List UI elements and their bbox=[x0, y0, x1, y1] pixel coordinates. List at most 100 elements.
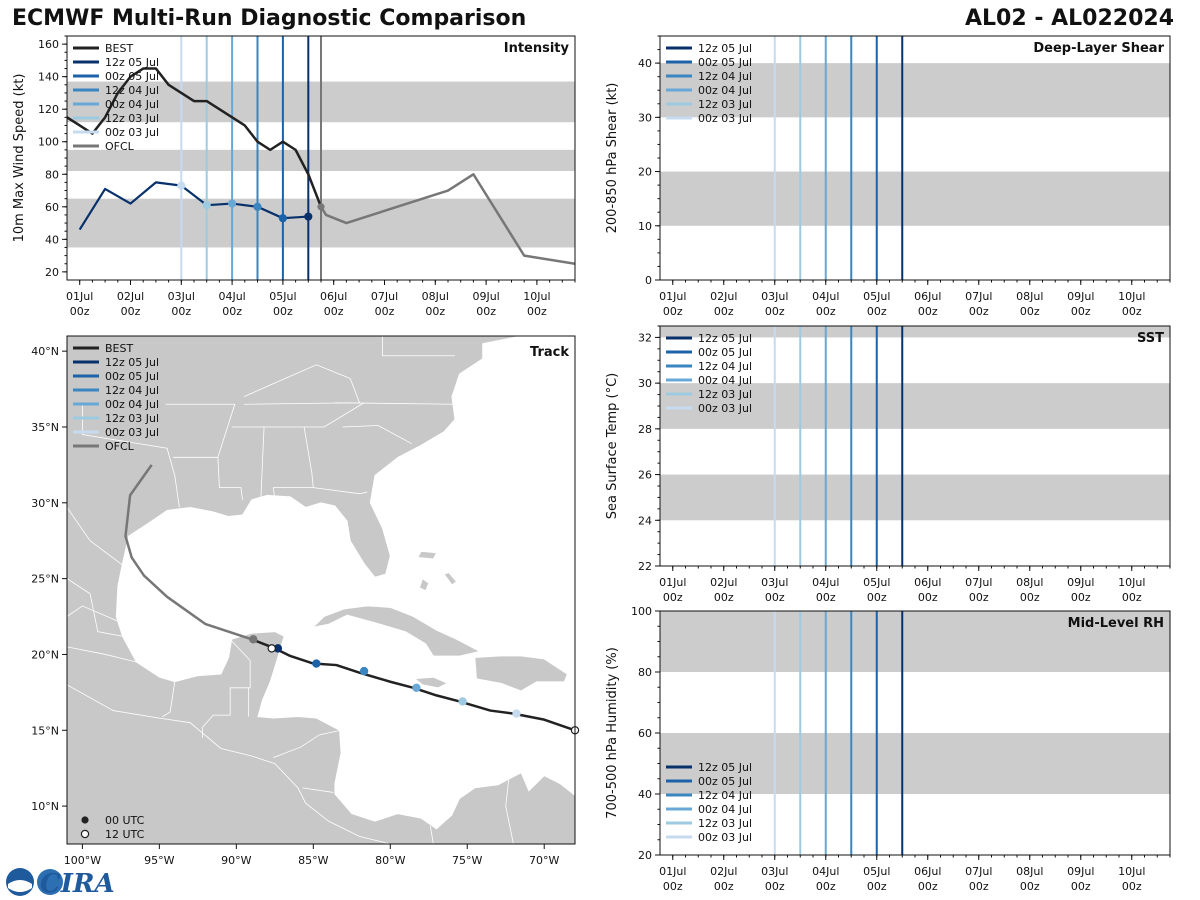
y-tick-label: 28 bbox=[638, 423, 652, 436]
track-marker-7 bbox=[267, 644, 276, 653]
x-tick-label: 07Jul bbox=[965, 865, 992, 878]
track-marker-3 bbox=[412, 683, 421, 693]
border-la-ms bbox=[217, 457, 243, 500]
series-line-ofcl bbox=[319, 173, 575, 265]
storm-id-title: AL02 - AL022024 bbox=[965, 6, 1174, 31]
x-tick-label: 07Jul bbox=[371, 290, 398, 303]
lat-tick-label: 35°N bbox=[31, 421, 59, 434]
x-tick-label: 06Jul bbox=[914, 576, 941, 589]
y-tick-label: 40 bbox=[638, 788, 652, 801]
y-axis-label: 10m Max Wind Speed (kt) bbox=[12, 74, 27, 243]
shaded-band-0 bbox=[660, 474, 1170, 521]
y-axis-label: 200-850 hPa Shear (kt) bbox=[605, 83, 620, 234]
y-tick-label: 160 bbox=[38, 38, 59, 51]
land-bahamas-3 bbox=[443, 572, 458, 586]
legend-label-4: 12z 03 Jul bbox=[698, 98, 752, 111]
x-tick-hour: 00z bbox=[969, 591, 989, 604]
noaa-wave-icon bbox=[8, 880, 32, 892]
legend-label-4: 12z 03 Jul bbox=[698, 388, 752, 401]
y-tick-label: 100 bbox=[631, 605, 652, 618]
legend-label-00utc: 00 UTC bbox=[105, 814, 145, 827]
y-axis-label: Sea Surface Temp (°C) bbox=[605, 373, 620, 520]
x-tick-label: 02Jul bbox=[710, 290, 737, 303]
panel-title: Deep-Layer Shear bbox=[1033, 41, 1164, 56]
x-tick-hour: 00z bbox=[765, 591, 785, 604]
forecast-marker-1 bbox=[202, 201, 211, 210]
x-tick-label: 08Jul bbox=[1016, 290, 1043, 303]
rh-chart: 20 40 60 80 100 01Jul 00z 02Jul 00z 03Jul 00z 04Jul… bbox=[605, 605, 1171, 893]
legend-label-3: 00z 04 Jul bbox=[698, 84, 752, 97]
legend-label-5: 00z 03 Jul bbox=[698, 112, 752, 125]
x-tick-hour: 00z bbox=[476, 305, 496, 318]
shear-chart: 0 10 20 30 40 01Jul 00z 02Jul 00z 03Jul 00z 04Jul 00… bbox=[605, 35, 1171, 318]
x-tick-hour: 00z bbox=[1020, 591, 1040, 604]
shaded-band-1 bbox=[660, 383, 1170, 429]
x-tick-label: 04Jul bbox=[812, 290, 839, 303]
x-tick-hour: 00z bbox=[1071, 305, 1091, 318]
land-cuba bbox=[312, 605, 481, 657]
legend-label-4: 00z 04 Jul bbox=[105, 398, 159, 411]
y-tick-label: 80 bbox=[638, 666, 652, 679]
x-tick-hour: 00z bbox=[1071, 880, 1091, 893]
ofcl-track-line bbox=[124, 464, 253, 641]
x-tick-label: 10Jul bbox=[523, 290, 550, 303]
forecast-marker-2 bbox=[228, 199, 237, 208]
map-area bbox=[67, 336, 575, 844]
border-tx-ok bbox=[81, 404, 180, 508]
logo-text: CIRA bbox=[40, 869, 114, 898]
x-tick-label: 01Jul bbox=[66, 290, 93, 303]
border-mexico-interior-4 bbox=[67, 578, 123, 637]
x-tick-label: 09Jul bbox=[1067, 290, 1094, 303]
globe-icon bbox=[37, 869, 63, 895]
forecast-marker-4 bbox=[278, 214, 287, 223]
ofcl-start-marker bbox=[317, 203, 325, 211]
lon-tick-label: 75°W bbox=[452, 854, 482, 867]
y-tick-label: 60 bbox=[45, 201, 59, 214]
x-tick-label: 03Jul bbox=[761, 865, 788, 878]
shaded-band-2 bbox=[660, 326, 1170, 338]
lat-tick-label: 20°N bbox=[31, 648, 59, 661]
border-ohio-river bbox=[243, 364, 351, 398]
x-tick-hour: 00z bbox=[714, 880, 734, 893]
legend-label-7: OFCL bbox=[105, 440, 135, 453]
x-tick-hour: 00z bbox=[1122, 305, 1142, 318]
x-tick-hour: 00z bbox=[171, 305, 191, 318]
x-tick-label: 01Jul bbox=[659, 290, 686, 303]
y-tick-label: 120 bbox=[38, 103, 59, 116]
x-tick-label: 07Jul bbox=[965, 290, 992, 303]
border-yucatan-states bbox=[229, 639, 251, 688]
x-tick-hour: 00z bbox=[1020, 305, 1040, 318]
lon-tick-label: 90°W bbox=[221, 854, 251, 867]
x-tick-label: 05Jul bbox=[863, 576, 890, 589]
lat-tick-label: 40°N bbox=[31, 345, 59, 358]
x-tick-hour: 00z bbox=[765, 880, 785, 893]
forecast-marker-3 bbox=[253, 202, 262, 211]
y-tick-label: 20 bbox=[638, 166, 652, 179]
legend-label-5: 00z 03 Jul bbox=[698, 402, 752, 415]
x-tick-hour: 00z bbox=[867, 591, 887, 604]
border-ms-al bbox=[260, 426, 265, 497]
land-hispaniola bbox=[474, 655, 568, 692]
x-tick-label: 04Jul bbox=[218, 290, 245, 303]
y-tick-label: 20 bbox=[45, 266, 59, 279]
land-bahamas-2 bbox=[419, 577, 430, 592]
legend-label-3: 00z 04 Jul bbox=[698, 374, 752, 387]
lat-tick-label: 10°N bbox=[31, 800, 59, 813]
x-tick-hour: 00z bbox=[1122, 591, 1142, 604]
border-nicaragua-costarica bbox=[302, 787, 334, 793]
legend-label-12utc: 12 UTC bbox=[105, 828, 145, 841]
x-tick-hour: 00z bbox=[324, 305, 344, 318]
border-us-mexico bbox=[67, 507, 123, 566]
lat-tick-label: 30°N bbox=[31, 497, 59, 510]
y-tick-label: 10 bbox=[638, 220, 652, 233]
y-tick-label: 30 bbox=[638, 377, 652, 390]
border-mexico-interior-2 bbox=[67, 646, 137, 663]
lat-tick-label: 25°N bbox=[31, 573, 59, 586]
lon-tick-label: 95°W bbox=[144, 854, 174, 867]
plot-area bbox=[660, 326, 1170, 566]
legend-label-0: BEST bbox=[105, 342, 133, 355]
y-tick-label: 40 bbox=[45, 233, 59, 246]
border-nc-sc bbox=[342, 425, 413, 445]
x-tick-label: 06Jul bbox=[320, 290, 347, 303]
y-tick-label: 32 bbox=[638, 331, 652, 344]
